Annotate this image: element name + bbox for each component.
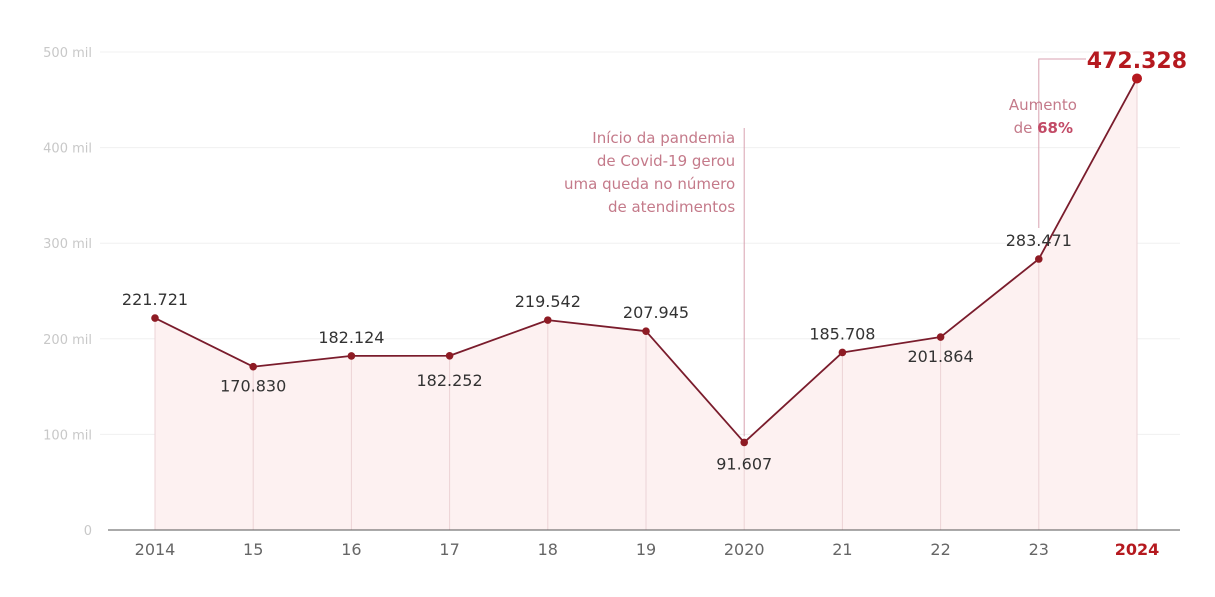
increase-annotation-text: Aumento (1009, 96, 1077, 114)
pandemic-annotation-text: de atendimentos (608, 198, 735, 216)
x-axis-tick-labels: 2014 15 16 17 18 19 2020 21 22 23 2024 (135, 540, 1160, 559)
pandemic-annotation: Início da pandemia de Covid-19 gerou uma q… (564, 128, 745, 437)
data-point (838, 348, 847, 357)
data-label: 207.945 (623, 303, 689, 322)
x-tick-label: 23 (1029, 540, 1049, 559)
data-label: 283.471 (1006, 231, 1072, 250)
data-label: 182.124 (318, 328, 384, 347)
x-tick-label: 15 (243, 540, 263, 559)
data-point (642, 327, 650, 336)
y-tick-label: 100 mil (43, 428, 92, 443)
x-tick-label: 16 (341, 540, 361, 559)
increase-annotation-value: de 68% (1014, 119, 1073, 137)
x-tick-label: 2024 (1115, 540, 1160, 559)
pandemic-annotation-text: Início da pandemia (592, 129, 735, 147)
y-tick-label: 200 mil (43, 333, 92, 348)
data-label: 221.721 (122, 290, 188, 309)
area-fill (155, 78, 1137, 530)
y-axis-tick-labels: 0 100 mil 200 mil 300 mil 400 mil 500 mil (43, 46, 92, 539)
data-point (1132, 73, 1142, 84)
y-tick-label: 500 mil (43, 46, 92, 61)
data-label: 170.830 (220, 377, 286, 396)
data-label: 182.252 (417, 371, 483, 390)
x-tick-label: 2014 (135, 540, 176, 559)
data-labels: 221.721 170.830 182.124 182.252 219.542 207.9… (122, 49, 1187, 473)
increase-annotation: Aumento de 68% (1009, 58, 1086, 228)
x-tick-label: 2020 (724, 540, 765, 559)
data-point (544, 316, 552, 324)
data-label: 91.607 (716, 454, 772, 473)
data-point (445, 351, 454, 360)
data-point (151, 314, 159, 322)
x-tick-label: 19 (636, 540, 656, 559)
x-tick-label: 22 (930, 540, 950, 559)
data-label: 219.542 (515, 292, 581, 311)
x-tick-label: 18 (538, 540, 558, 559)
data-point (249, 362, 257, 371)
data-label: 185.708 (809, 324, 875, 343)
data-point (936, 333, 945, 341)
y-tick-label: 0 (84, 524, 92, 539)
vertical-drop-lines (154, 78, 1138, 530)
x-tick-label: 21 (832, 540, 852, 559)
data-label: 201.864 (908, 347, 974, 366)
data-points (151, 73, 1142, 447)
data-label: 472.328 (1087, 49, 1187, 74)
x-tick-label: 17 (439, 540, 459, 559)
data-point (740, 438, 748, 447)
pandemic-annotation-text: de Covid-19 gerou (597, 152, 735, 170)
data-point (347, 352, 356, 360)
pandemic-annotation-text: uma queda no número (564, 175, 735, 193)
y-tick-label: 300 mil (43, 237, 92, 252)
increase-annotation-line (1038, 58, 1086, 228)
y-tick-label: 400 mil (43, 142, 92, 157)
data-point (1035, 255, 1043, 263)
